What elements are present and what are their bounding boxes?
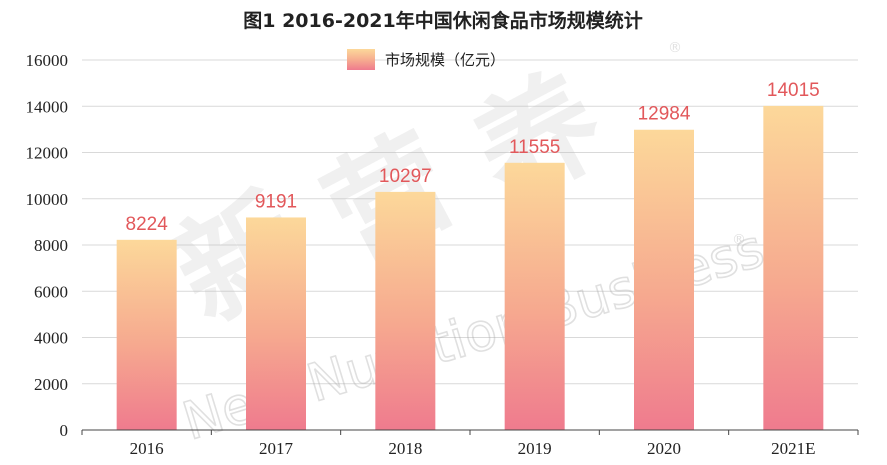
y-tick-label: 12000 [26,144,69,163]
legend-label: 市场规模（亿元） [385,51,505,69]
x-tick-label: 2019 [518,439,552,458]
legend-swatch [347,49,375,70]
y-tick-label: 2000 [34,375,68,394]
bar [634,129,694,430]
watermark-registered-mark: ® [732,232,746,248]
y-tick-label: 4000 [34,329,68,348]
bar [116,239,177,430]
bar [375,191,436,430]
data-label: 11555 [509,137,560,158]
data-label: 12984 [638,104,691,125]
data-label: 8224 [126,214,169,235]
chart-title: 图1 2016-2021年中国休闲食品市场规模统计 [243,9,642,32]
watermark-registered-mark: ® [668,40,682,56]
x-tick-label: 2021E [771,439,815,458]
y-tick-label: 8000 [34,236,68,255]
bars [116,105,824,430]
data-label: 9191 [255,191,297,212]
y-tick-label: 0 [60,421,69,440]
bar [246,217,306,430]
bar [763,105,824,430]
y-axis: 0 2000 4000 6000 8000 10000 12000 14000 16000 [26,51,69,440]
y-tick-label: 6000 [34,282,68,301]
y-tick-label: 14000 [26,97,69,116]
data-label: 10297 [379,166,432,187]
x-tick-label: 2020 [647,439,681,458]
gridlines [82,59,858,385]
bar [504,162,565,430]
data-labels: 8224 9191 10297 11555 12984 14015 [126,80,820,235]
x-axis: 2016 2017 2018 2019 2020 2021E [81,429,859,458]
legend: 市场规模（亿元） [347,49,505,70]
x-tick-label: 2016 [130,439,164,458]
y-tick-label: 10000 [26,190,69,209]
y-tick-label: 16000 [26,51,69,70]
data-label: 14015 [767,80,820,101]
x-tick-label: 2018 [388,439,422,458]
x-tick-label: 2017 [259,439,294,458]
